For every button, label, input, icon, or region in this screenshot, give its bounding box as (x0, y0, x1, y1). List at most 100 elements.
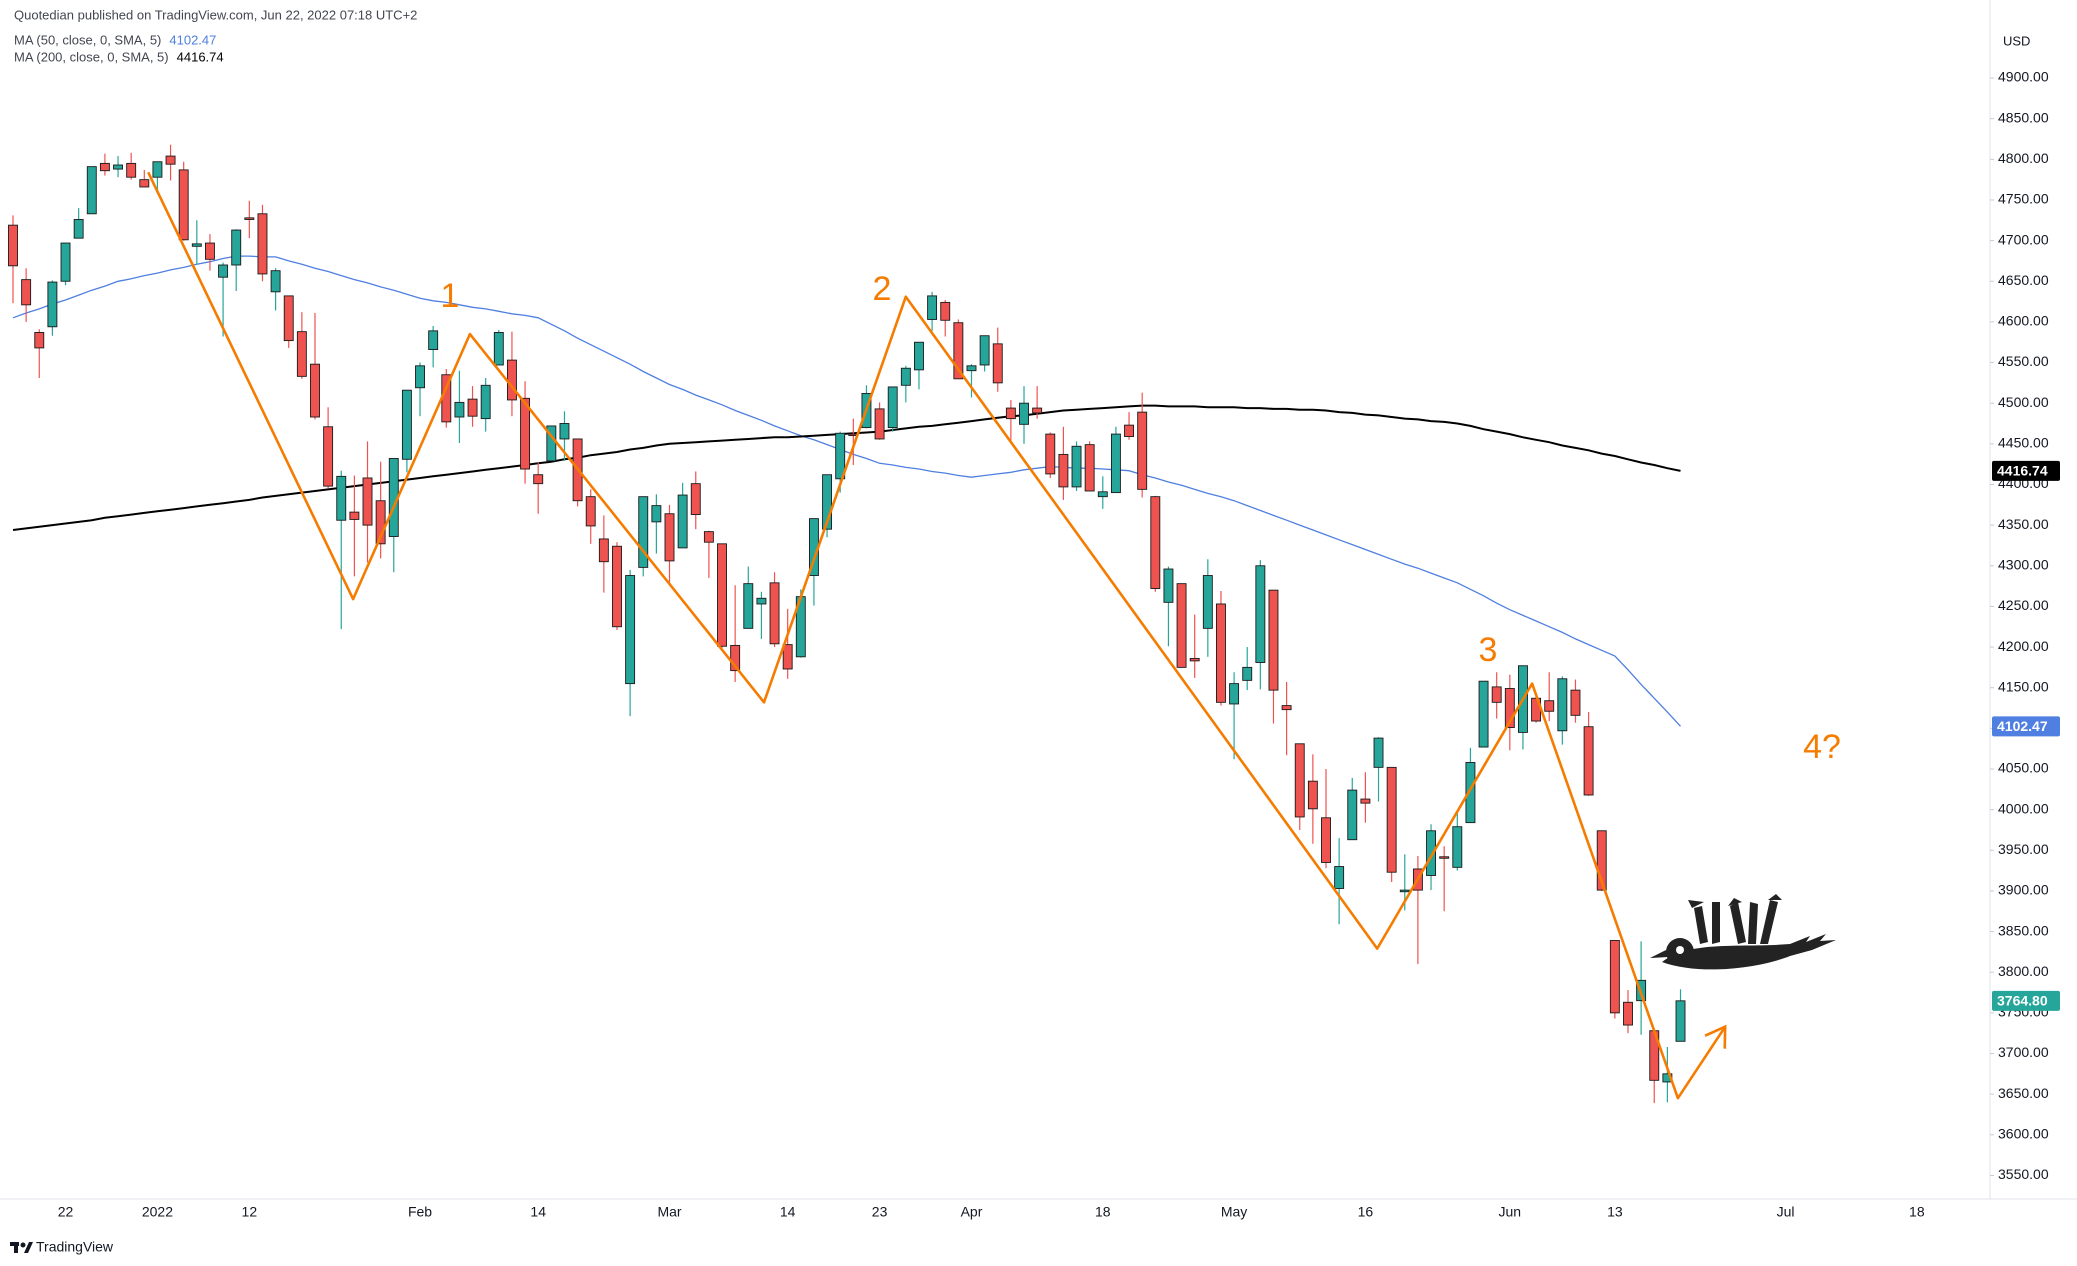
x-tick-label: 18 (1909, 1204, 1925, 1220)
candle-body (1202, 575, 1213, 629)
candle-body (152, 161, 163, 178)
candle-body (21, 279, 32, 306)
candle-body (1465, 762, 1476, 824)
candle-body (310, 363, 320, 418)
legend-value: 4416.74 (177, 49, 224, 64)
candle-body (822, 474, 833, 530)
candle-body (99, 162, 110, 172)
candle-body (1307, 780, 1318, 810)
candle-body (940, 301, 951, 321)
candle-body (493, 332, 504, 366)
arrow-head (1704, 1024, 1727, 1049)
candle-body (1426, 830, 1436, 876)
moving-average-line (12, 255, 1681, 727)
wave-label: 4? (1803, 728, 1841, 766)
candle-body (690, 483, 701, 516)
candle-body (914, 341, 924, 371)
candle-body (1163, 568, 1174, 603)
candle-body (1347, 789, 1358, 841)
candle-body (1110, 433, 1121, 494)
candle-body (612, 545, 622, 628)
candle-body (1242, 666, 1253, 681)
y-tick-label: 4700.00 (1998, 231, 2049, 247)
y-tick-label: 3650.00 (1998, 1085, 2049, 1101)
candle-body (191, 243, 202, 247)
candle-body (283, 295, 294, 342)
y-tick-label: 3600.00 (1998, 1125, 2049, 1141)
y-tick-label: 4300.00 (1998, 556, 2049, 572)
candle-body (887, 386, 898, 429)
y-tick-label: 4900.00 (1998, 69, 2049, 85)
y-tick-label: 4250.00 (1998, 597, 2049, 613)
candle-body (1439, 856, 1450, 859)
y-tick-label: 4750.00 (1998, 191, 2049, 207)
price-label-box (1992, 716, 2060, 737)
candle-body (1596, 830, 1607, 891)
legend-value: 4102.47 (169, 32, 216, 47)
brand-label: TradingView (36, 1239, 114, 1255)
y-tick-label: 4200.00 (1998, 638, 2049, 654)
x-tick-label: 23 (872, 1204, 888, 1220)
candle-body (362, 477, 373, 526)
y-tick-label: 4650.00 (1998, 272, 2049, 288)
x-tick-label: 12 (242, 1204, 258, 1220)
candle-body (992, 343, 1003, 384)
y-tick-label: 4600.00 (1998, 313, 2049, 329)
x-tick-label: Jun (1499, 1204, 1522, 1220)
y-tick-label: 3700.00 (1998, 1044, 2049, 1060)
candle-body (60, 242, 71, 282)
candle-body (1216, 603, 1226, 703)
candle-body (1570, 689, 1581, 716)
candle-body (677, 494, 688, 549)
candle-body (1334, 866, 1345, 889)
candle-body (927, 295, 938, 320)
candle-body (8, 224, 18, 267)
candle-body (1583, 726, 1594, 796)
candle-body (270, 270, 281, 293)
candle-body (1360, 798, 1371, 804)
candle-body (1478, 680, 1489, 748)
candle-body (651, 505, 662, 523)
candle-body (139, 179, 150, 188)
candle-body (231, 229, 242, 266)
candle-body (1032, 407, 1043, 414)
candle-body (559, 423, 570, 440)
candle-body (1452, 826, 1463, 868)
candle-body (900, 367, 911, 386)
candle-body (1544, 700, 1555, 712)
candle-body (1019, 402, 1029, 425)
candle-body (703, 531, 714, 543)
candle-body (520, 397, 531, 470)
y-tick-label: 4550.00 (1998, 353, 2049, 369)
candle-body (1097, 491, 1108, 498)
candle-body (769, 582, 780, 645)
y-tick-label: 3850.00 (1998, 922, 2049, 938)
x-tick-label: 13 (1607, 1204, 1623, 1220)
price-label-box (1992, 460, 2060, 481)
candle-body (1623, 1001, 1633, 1026)
y-tick-label: 4050.00 (1998, 760, 2049, 776)
wave-line (147, 171, 1727, 1100)
candle-body (1557, 678, 1568, 732)
candle-body (585, 496, 596, 527)
wave-label: 3 (1479, 631, 1498, 669)
y-tick-label: 3550.00 (1998, 1166, 2049, 1182)
candle-body (730, 644, 741, 672)
candle-body (1084, 444, 1095, 492)
candle-body (415, 365, 425, 389)
candle-body (1609, 940, 1620, 1014)
candle-body (1045, 433, 1056, 475)
price-label: 3764.80 (1997, 993, 2048, 1009)
tradingview-logo (10, 1242, 33, 1253)
candle-body (1294, 743, 1305, 818)
wave-label: 2 (873, 270, 892, 308)
candle-body (1189, 657, 1200, 662)
x-tick-label: 16 (1358, 1204, 1374, 1220)
candle-body (1268, 589, 1279, 691)
candle-body (1124, 424, 1135, 437)
x-tick-label: Feb (408, 1204, 432, 1220)
candle-body (401, 389, 412, 460)
